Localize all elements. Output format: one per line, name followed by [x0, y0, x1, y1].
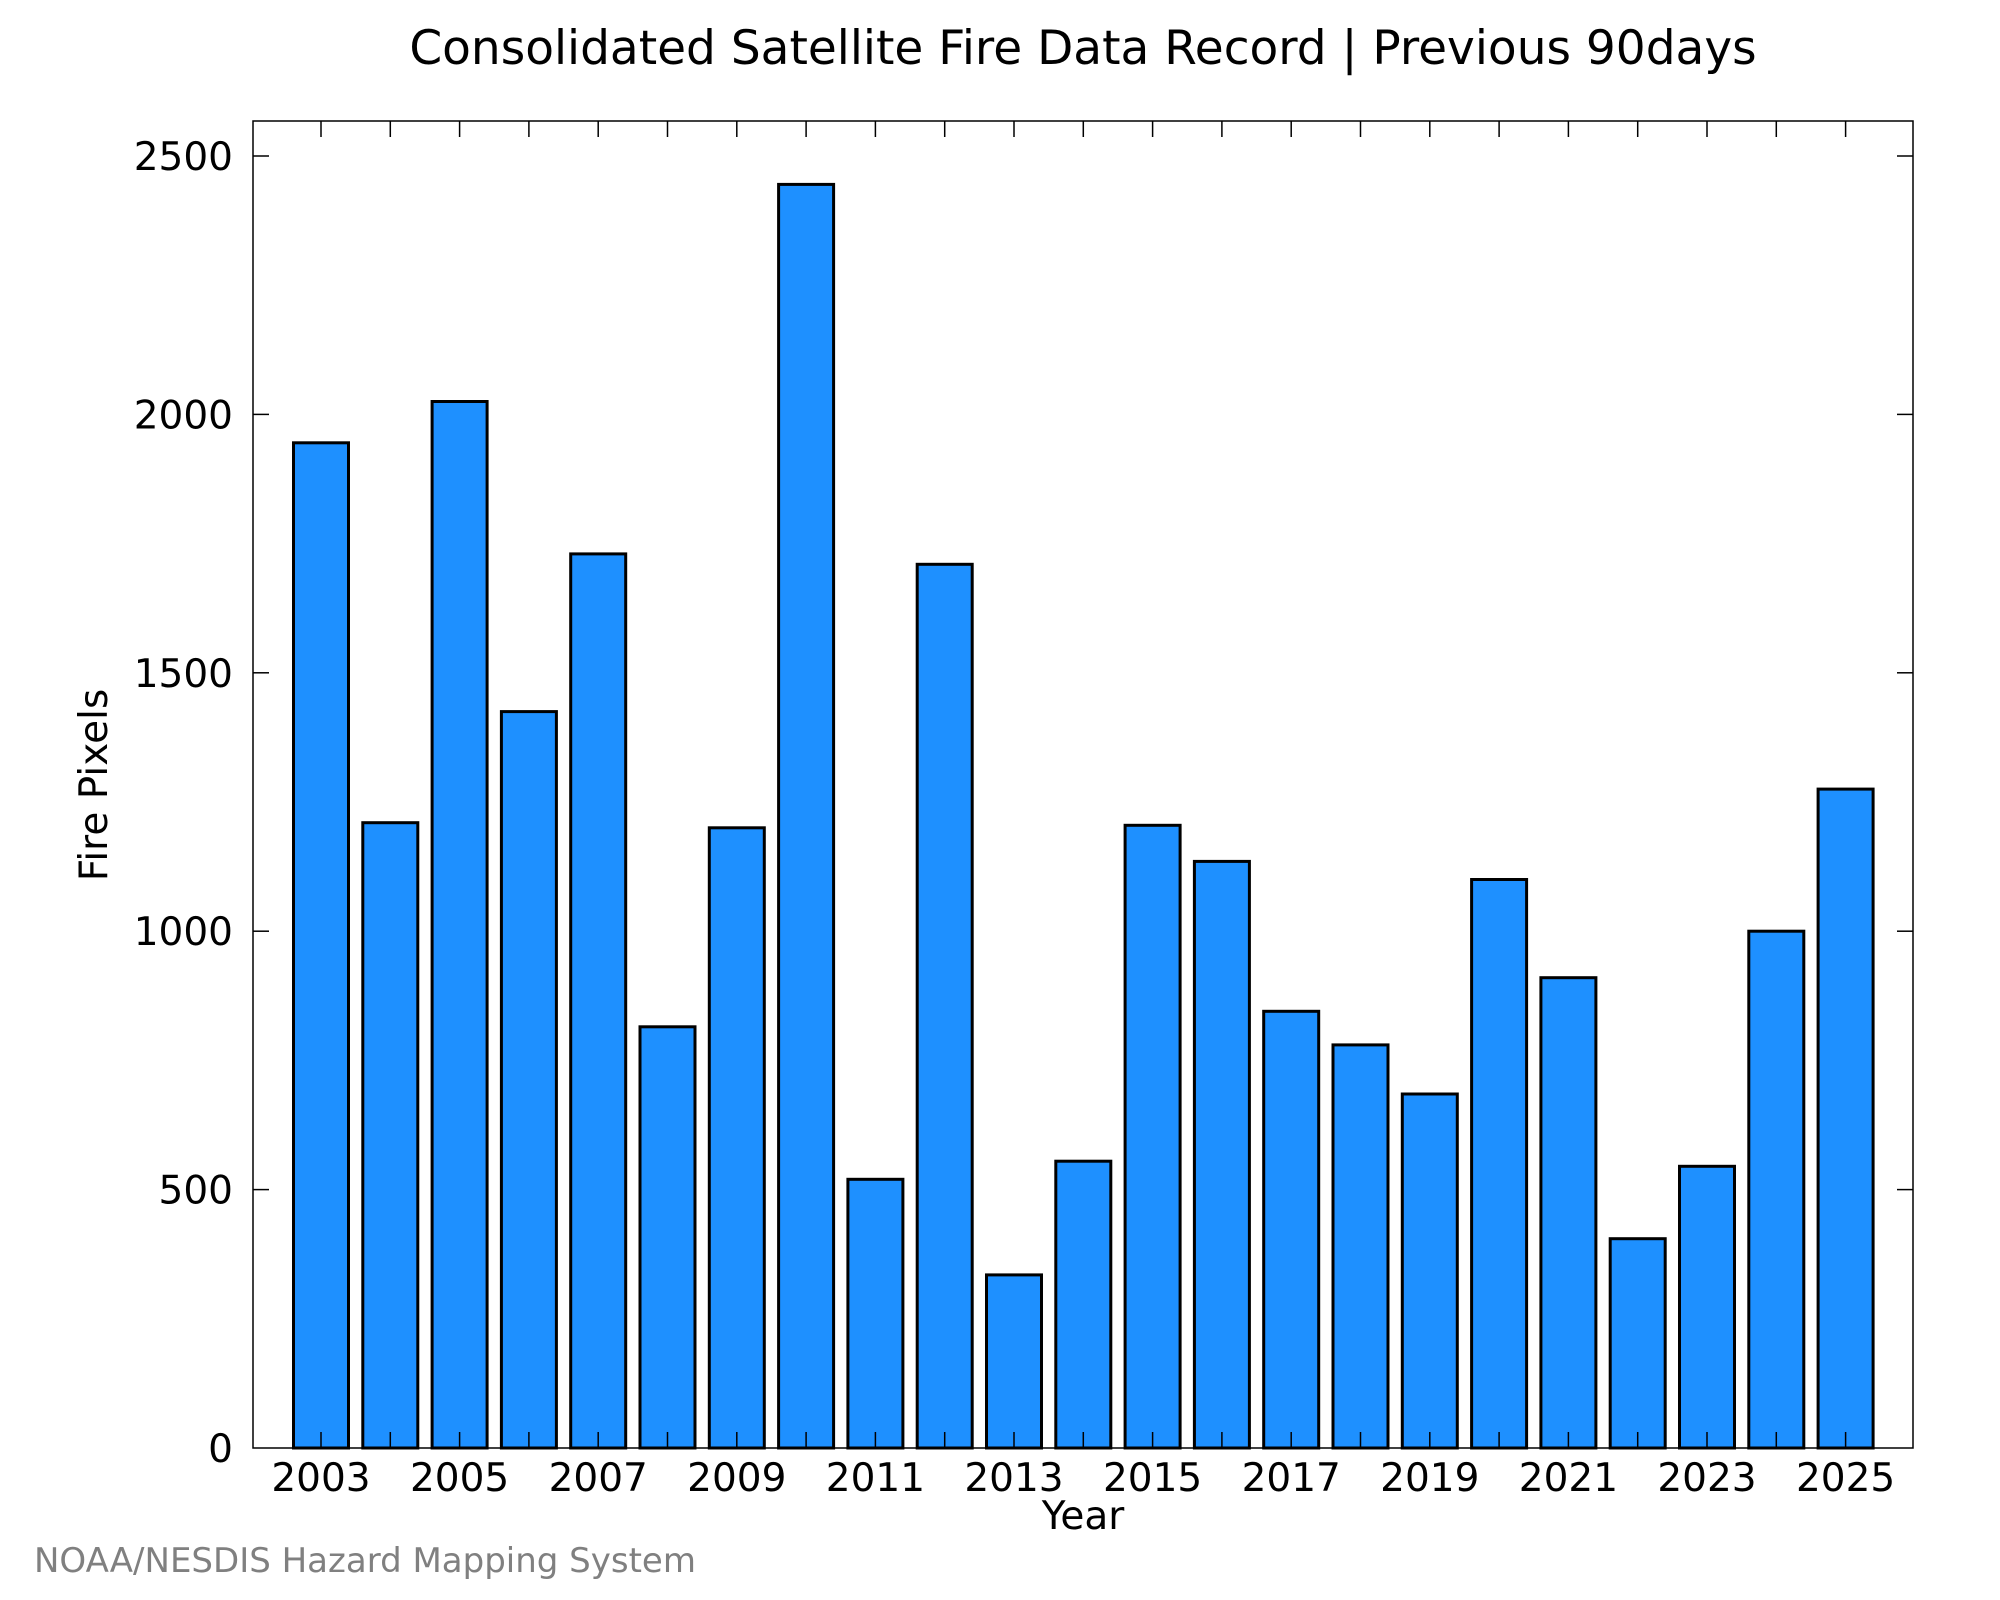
- x-tick-label-2003: 2003: [271, 1456, 370, 1501]
- bar-2024: [1747, 929, 1806, 1450]
- bar-2020: [1470, 878, 1529, 1450]
- y-tick-label-2000: 2000: [134, 393, 233, 438]
- bar-2022: [1608, 1237, 1667, 1450]
- y-axis-label: Fire Pixels: [72, 689, 117, 882]
- bars-layer: [292, 182, 1875, 1450]
- x-tick-labels: 2003 2005 2007 2009 2011 2013 2015 2017 2019 2021…: [271, 1456, 1895, 1501]
- bar-2015: [1123, 823, 1182, 1450]
- y-tick-label-0: 0: [208, 1427, 233, 1472]
- y-tick-label-2500: 2500: [134, 135, 233, 180]
- bar-2012: [915, 562, 974, 1450]
- ticks-layer: [253, 121, 1913, 1448]
- x-tick-label-2023: 2023: [1657, 1456, 1756, 1501]
- bar-2019: [1400, 1092, 1459, 1450]
- bar-2023: [1678, 1164, 1736, 1450]
- bar-2003: [292, 441, 350, 1450]
- x-tick-label-2011: 2011: [826, 1456, 925, 1501]
- y-tick-labels: 0 500 1000 1500 2000 2500: [134, 135, 233, 1472]
- x-tick-label-2019: 2019: [1380, 1456, 1479, 1501]
- y-tick-label-1500: 1500: [134, 652, 233, 697]
- chart-title: Consolidated Satellite Fire Data Record …: [409, 21, 1756, 76]
- y-tick-label-500: 500: [159, 1169, 233, 1214]
- x-tick-label-2021: 2021: [1519, 1456, 1618, 1501]
- bar-2010: [777, 182, 836, 1450]
- bar-2021: [1539, 976, 1598, 1450]
- bar-2014: [1054, 1159, 1113, 1450]
- x-tick-label-2015: 2015: [1103, 1456, 1202, 1501]
- bar-2008: [638, 1025, 697, 1450]
- bar-2004: [361, 821, 420, 1450]
- bar-2018: [1331, 1043, 1390, 1450]
- x-tick-label-2017: 2017: [1242, 1456, 1341, 1501]
- bar-2025: [1816, 787, 1875, 1450]
- x-tick-label-2025: 2025: [1796, 1456, 1895, 1501]
- y-tick-label-1000: 1000: [134, 910, 233, 955]
- x-tick-label-2007: 2007: [549, 1456, 648, 1501]
- bar-2009: [707, 826, 766, 1450]
- x-tick-label-2013: 2013: [964, 1456, 1063, 1501]
- bar-2006: [499, 710, 558, 1450]
- x-axis-label: Year: [1041, 1494, 1126, 1539]
- bar-2013: [985, 1273, 1043, 1450]
- x-tick-label-2009: 2009: [687, 1456, 786, 1501]
- bar-2007: [569, 552, 628, 1450]
- credit-text: NOAA/NESDIS Hazard Mapping System: [34, 1541, 696, 1581]
- bar-2017: [1262, 1009, 1321, 1450]
- bar-2016: [1192, 859, 1251, 1450]
- bar-2011: [846, 1177, 905, 1450]
- bar-2005: [430, 400, 489, 1450]
- x-tick-label-2005: 2005: [410, 1456, 509, 1501]
